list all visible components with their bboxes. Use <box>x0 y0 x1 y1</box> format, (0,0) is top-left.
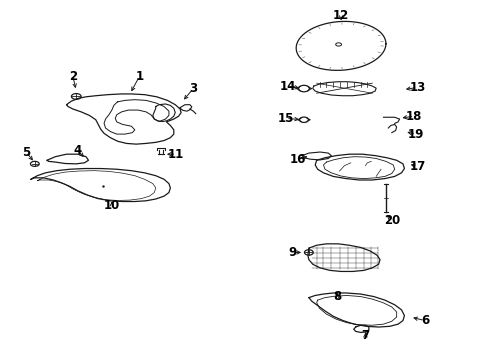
Text: 7: 7 <box>361 329 369 342</box>
Text: 9: 9 <box>287 246 296 259</box>
Text: 12: 12 <box>332 9 348 22</box>
Text: 11: 11 <box>168 148 184 161</box>
Text: 4: 4 <box>74 144 81 157</box>
Text: 14: 14 <box>279 80 295 93</box>
Text: 20: 20 <box>383 214 399 227</box>
Text: 19: 19 <box>407 127 424 141</box>
Text: 15: 15 <box>277 112 294 125</box>
Text: 8: 8 <box>332 290 341 303</box>
Text: 1: 1 <box>135 69 143 82</box>
Text: 16: 16 <box>289 153 305 166</box>
Text: 3: 3 <box>189 82 197 95</box>
Text: 13: 13 <box>408 81 425 94</box>
Text: 18: 18 <box>405 110 422 123</box>
Text: 10: 10 <box>103 199 120 212</box>
Text: 2: 2 <box>69 69 77 82</box>
Text: 6: 6 <box>420 314 428 327</box>
Text: 17: 17 <box>408 160 425 173</box>
Text: 5: 5 <box>22 145 30 158</box>
